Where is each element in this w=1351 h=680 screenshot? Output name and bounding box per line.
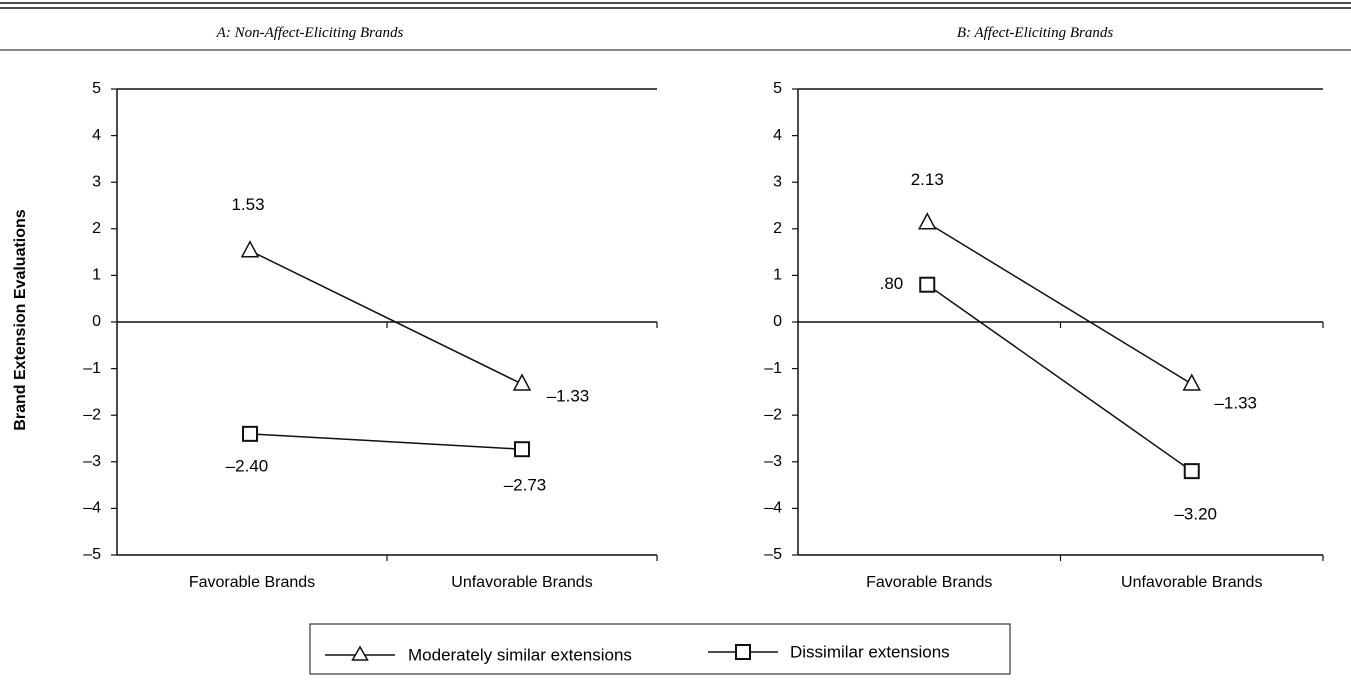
y-tick-label: 1	[773, 267, 782, 284]
data-label: –1.33	[1214, 393, 1257, 412]
y-tick-label: –5	[83, 546, 101, 563]
legend-box	[309, 623, 1011, 675]
y-tick-label: –3	[83, 453, 101, 470]
legend-triangle-marker	[351, 645, 369, 661]
y-tick-label: 1	[92, 267, 101, 284]
x-tick-label: Favorable Brands	[189, 574, 315, 591]
panel-b-chart: 5 4 3 2 1 0 –1 –2 –3 –4 –5 Favorable Brands Unfavora…	[764, 80, 1324, 591]
square-marker	[514, 441, 530, 458]
y-tick-label: 0	[92, 313, 101, 330]
y-tick-label: 3	[773, 173, 782, 190]
triangle-marker	[240, 240, 260, 258]
y-tick-label: 4	[773, 127, 782, 144]
series-line	[249, 250, 523, 385]
y-tick-label: –3	[764, 453, 782, 470]
y-tick-label: 5	[92, 80, 101, 97]
legend: Moderately similar extensions Dissimilar…	[309, 623, 1011, 675]
x-tick-label: Unfavorable Brands	[1121, 574, 1262, 591]
triangle-marker	[512, 373, 532, 391]
square-marker	[242, 425, 258, 442]
y-axis-title: Brand Extension Evaluations	[12, 209, 29, 430]
panel-a-chart: 5 4 3 2 1 0 –1 –2 –3 –4 –5 Favorable Brands Unfavora…	[83, 80, 658, 591]
legend-label-dissimilar: Dissimilar extensions	[790, 642, 950, 661]
y-tick-label: 2	[92, 220, 101, 237]
y-tick-label: 5	[773, 80, 782, 97]
y-tick-label: –2	[83, 406, 101, 423]
data-label: –3.20	[1174, 505, 1217, 524]
data-label: –2.40	[226, 456, 269, 475]
x-tick-label: Favorable Brands	[866, 574, 992, 591]
legend-square-marker	[735, 644, 751, 660]
data-label: 1.53	[231, 195, 264, 214]
triangle-marker	[1182, 373, 1201, 391]
x-tick-label: Unfavorable Brands	[451, 574, 592, 591]
series-line	[926, 222, 1193, 385]
y-tick-label: –5	[764, 546, 782, 563]
y-tick-label: –4	[764, 500, 782, 517]
legend-label-similar: Moderately similar extensions	[408, 645, 632, 664]
panel-b-title: B: Affect-Eliciting Brands	[957, 25, 1114, 41]
y-tick-label: 4	[92, 127, 101, 144]
data-label: .80	[880, 274, 904, 293]
data-label: –1.33	[547, 386, 590, 405]
y-tick-label: 3	[92, 173, 101, 190]
panel-a-title: A: Non-Affect-Eliciting Brands	[216, 25, 404, 41]
square-marker	[919, 276, 936, 293]
series-line	[926, 284, 1193, 472]
square-marker	[1183, 463, 1200, 480]
y-tick-label: –1	[83, 360, 101, 377]
data-label: 2.13	[911, 170, 944, 189]
series-line	[249, 433, 523, 450]
y-tick-label: –4	[83, 500, 101, 517]
y-tick-label: 0	[773, 313, 782, 330]
triangle-marker	[918, 212, 937, 230]
y-tick-label: –1	[764, 360, 782, 377]
data-label: –2.73	[504, 476, 547, 495]
y-tick-label: –2	[764, 406, 782, 423]
y-tick-label: 2	[773, 220, 782, 237]
